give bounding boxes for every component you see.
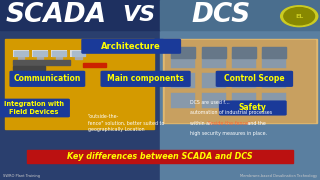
Text: "outside-the-
fence" solution, better suited to
geographically Location: "outside-the- fence" solution, better su… [88,114,164,132]
Bar [83,63,106,67]
Bar [202,47,226,58]
FancyBboxPatch shape [100,71,191,87]
Bar [202,73,226,88]
Text: automation of industrial processes: automation of industrial processes [190,110,273,115]
Bar [56,57,62,59]
Text: Control Scope: Control Scope [224,74,285,83]
Text: Integration with
Field Devices: Integration with Field Devices [4,101,64,115]
Bar [262,47,286,58]
Bar [32,50,48,57]
Bar [33,51,47,56]
Text: within an: within an [190,121,214,126]
Bar [13,66,45,70]
Bar [160,0,320,180]
Bar [18,57,24,59]
Bar [75,57,82,59]
Bar [171,73,195,88]
Bar [163,39,317,123]
Text: Communication: Communication [14,74,81,83]
FancyBboxPatch shape [81,39,181,54]
Text: Architecture: Architecture [101,42,161,51]
Text: Key differences between SCADA and DCS: Key differences between SCADA and DCS [67,152,253,161]
Text: "inside-the-fence": "inside-the-fence" [208,121,252,126]
Bar [262,53,286,68]
Bar [202,93,226,108]
Bar [5,39,154,129]
FancyBboxPatch shape [219,100,287,116]
Bar [13,50,29,57]
Text: DCS: DCS [191,2,251,28]
Text: SWRO Plant Training: SWRO Plant Training [3,174,40,177]
Bar [0,0,160,30]
Text: high security measures in place.: high security measures in place. [190,131,268,136]
Text: DCS are used f…: DCS are used f… [190,100,230,105]
Bar [262,73,286,88]
Text: SCADA: SCADA [5,2,107,28]
FancyBboxPatch shape [9,71,85,87]
FancyBboxPatch shape [0,99,70,117]
Bar [171,93,195,108]
Circle shape [281,6,318,27]
Text: and the: and the [246,121,266,126]
Bar [51,50,67,57]
Bar [37,57,43,59]
Bar [232,47,256,58]
Bar [14,51,28,56]
Bar [0,0,160,180]
Bar [160,0,320,30]
Text: VS: VS [123,5,156,25]
Bar [171,53,195,68]
Bar [232,53,256,68]
Bar [165,40,315,122]
Bar [52,51,66,56]
Bar [27,150,293,163]
Bar [72,51,85,56]
Text: Membrane-based Desalination Technology: Membrane-based Desalination Technology [240,174,317,177]
Circle shape [284,8,315,25]
Bar [232,73,256,88]
FancyBboxPatch shape [216,71,293,87]
Bar [232,93,256,108]
Bar [13,60,70,65]
Text: Main components: Main components [107,74,184,83]
Bar [70,50,86,57]
Text: Safety: Safety [239,103,267,112]
Text: EL: EL [295,14,303,19]
Bar [202,53,226,68]
Bar [262,93,286,108]
Bar [171,47,195,58]
